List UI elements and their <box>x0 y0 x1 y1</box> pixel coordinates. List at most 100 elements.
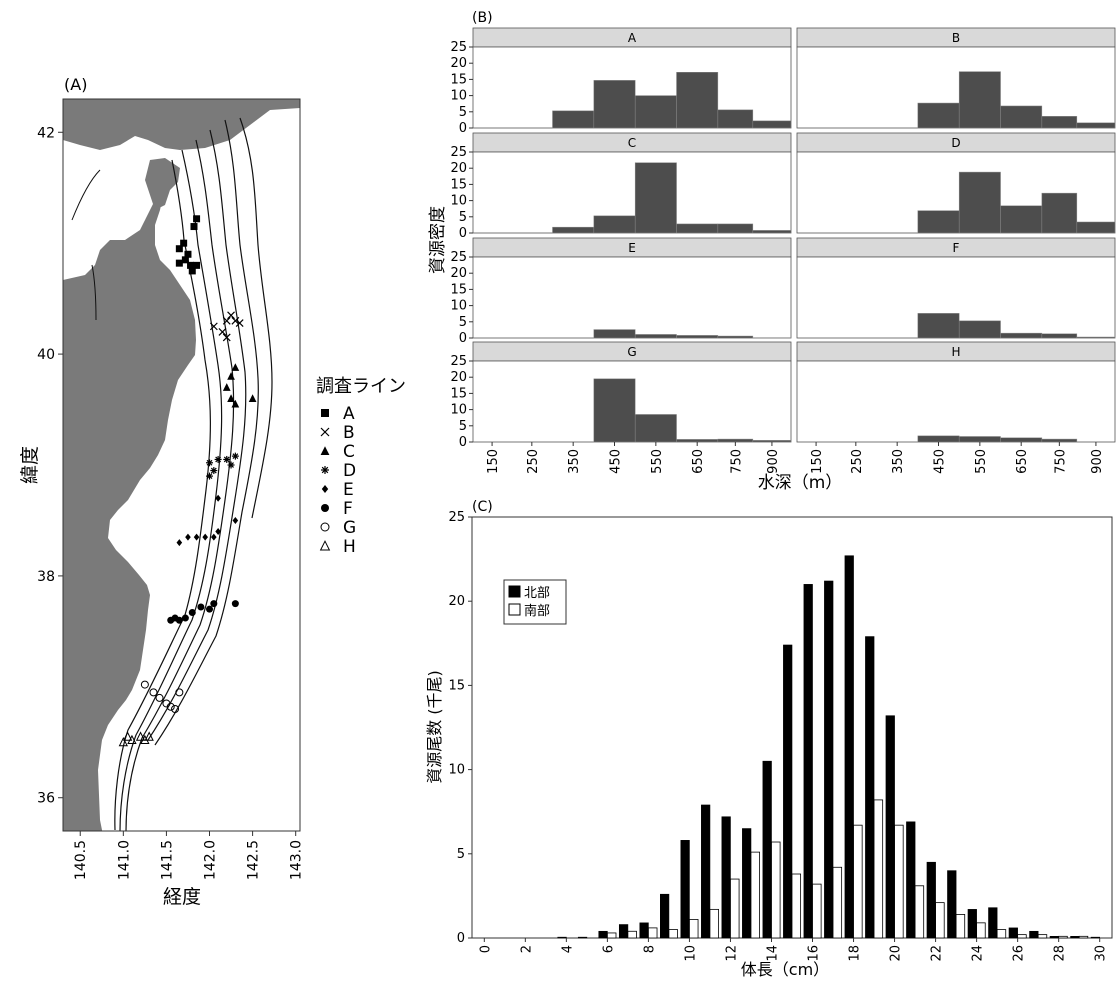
station-e-1 <box>193 533 200 541</box>
facet-bar <box>752 230 792 234</box>
bar-south <box>689 919 699 939</box>
facet-bar <box>593 80 636 129</box>
facet-bar <box>1000 332 1043 339</box>
facet-y-tick-label: 5 <box>459 315 467 330</box>
land-honshu <box>63 200 196 831</box>
facet-bar <box>634 162 677 234</box>
length-y-tick-label: 20 <box>448 594 465 609</box>
station-d-4 <box>227 461 235 469</box>
station-a-9 <box>193 215 201 223</box>
legend-marker-d <box>321 466 329 474</box>
legend-marker-b <box>320 427 330 437</box>
facet-x-tick-label: 900 <box>766 449 781 474</box>
bar-south <box>1078 935 1089 939</box>
station-a-3 <box>175 259 183 267</box>
facet-y-tick-label: 20 <box>450 161 467 176</box>
legend-marker-c <box>320 446 330 455</box>
bar-north <box>577 936 588 939</box>
facet-x-tick-label: 250 <box>526 449 541 474</box>
station-h-4 <box>140 734 150 745</box>
facet-bar <box>593 215 636 234</box>
facet-bar <box>552 110 595 129</box>
station-f-2 <box>175 616 183 624</box>
length-y-tick-label: 15 <box>448 678 465 693</box>
map-x-tick-label: 142.5 <box>246 840 262 880</box>
facet-bar <box>552 226 595 234</box>
facet-strip-label: A <box>628 31 637 45</box>
facet-strip-label: F <box>953 241 960 255</box>
bar-north <box>783 644 793 939</box>
bar-south <box>1017 934 1027 939</box>
bar-south <box>1037 934 1048 939</box>
station-d-3 <box>223 455 231 463</box>
station-a-7 <box>193 261 201 269</box>
facet-bar <box>752 120 792 129</box>
bar-north <box>639 922 649 939</box>
station-b-3 <box>227 311 235 320</box>
legend-marker-h <box>319 540 331 551</box>
length-x-tick-label: 14 <box>765 945 780 962</box>
station-g-1 <box>149 688 158 697</box>
facet-bar <box>958 71 1001 129</box>
facet-bar <box>717 109 754 129</box>
bar-north <box>967 909 977 939</box>
bar-north <box>762 760 772 939</box>
station-h-5 <box>144 731 154 741</box>
facet-x-tick-label: 900 <box>1090 449 1105 474</box>
bar-south <box>771 841 781 939</box>
facet-x-tick-label: 650 <box>691 449 706 474</box>
bar-south <box>894 824 904 939</box>
bar-north <box>721 816 731 939</box>
facet-bar <box>958 320 1001 339</box>
station-c-0 <box>222 383 231 391</box>
facet-bar <box>717 335 754 339</box>
length-x-tick-label: 28 <box>1053 945 1068 962</box>
bar-south <box>812 883 822 939</box>
station-g-0 <box>140 680 149 689</box>
length-x-tick-label: 18 <box>848 945 863 962</box>
facet-x-tick-label: 550 <box>650 449 665 474</box>
station-b-4 <box>231 316 240 325</box>
bar-south <box>955 914 966 939</box>
station-h-1 <box>122 731 133 741</box>
facet-y-tick-label: 25 <box>450 145 467 160</box>
facet-plot-frame <box>796 360 1116 443</box>
facet-bar <box>1000 205 1043 234</box>
station-c-1 <box>227 372 235 380</box>
facet-bar <box>1000 437 1043 443</box>
facet-bar <box>1041 192 1078 234</box>
legend-marker-f <box>321 504 329 512</box>
length-x-tick-label: 30 <box>1094 945 1109 962</box>
bar-north <box>742 828 752 939</box>
bar-south <box>976 922 986 939</box>
facet-y-tick-label: 15 <box>450 72 467 87</box>
map-y-ticks: 36 38 40 42 <box>37 125 63 807</box>
map-x-axis-label: 経度 <box>163 886 201 908</box>
facet-y-tick-label: 0 <box>459 226 467 241</box>
bar-south <box>996 929 1007 939</box>
station-b-5 <box>235 319 244 327</box>
station-b-0 <box>209 322 218 331</box>
facet-strip-label: H <box>951 345 960 359</box>
facet-y-tick-label: 5 <box>459 105 467 120</box>
bar-north <box>680 840 690 939</box>
bar-north <box>598 930 608 939</box>
station-g-4 <box>166 702 175 711</box>
facet-x-tick-label: 650 <box>1015 449 1030 474</box>
facet-y-tick-label: 0 <box>459 435 467 450</box>
facet-x-tick-label: 350 <box>567 449 582 474</box>
station-e-7 <box>176 539 183 547</box>
legend-marker-a <box>321 409 329 417</box>
length-y-tick-label: 25 <box>448 510 465 525</box>
station-f-3 <box>181 614 189 622</box>
facet-bar <box>634 334 677 339</box>
legend-label-f: F <box>343 499 353 519</box>
station-b-6 <box>222 333 231 342</box>
length-y-tick-label: 10 <box>448 763 465 778</box>
facet-bar <box>1076 336 1116 339</box>
map-y-tick-label: 40 <box>37 347 55 363</box>
map-frame <box>62 98 301 832</box>
survey-stations <box>118 215 257 747</box>
